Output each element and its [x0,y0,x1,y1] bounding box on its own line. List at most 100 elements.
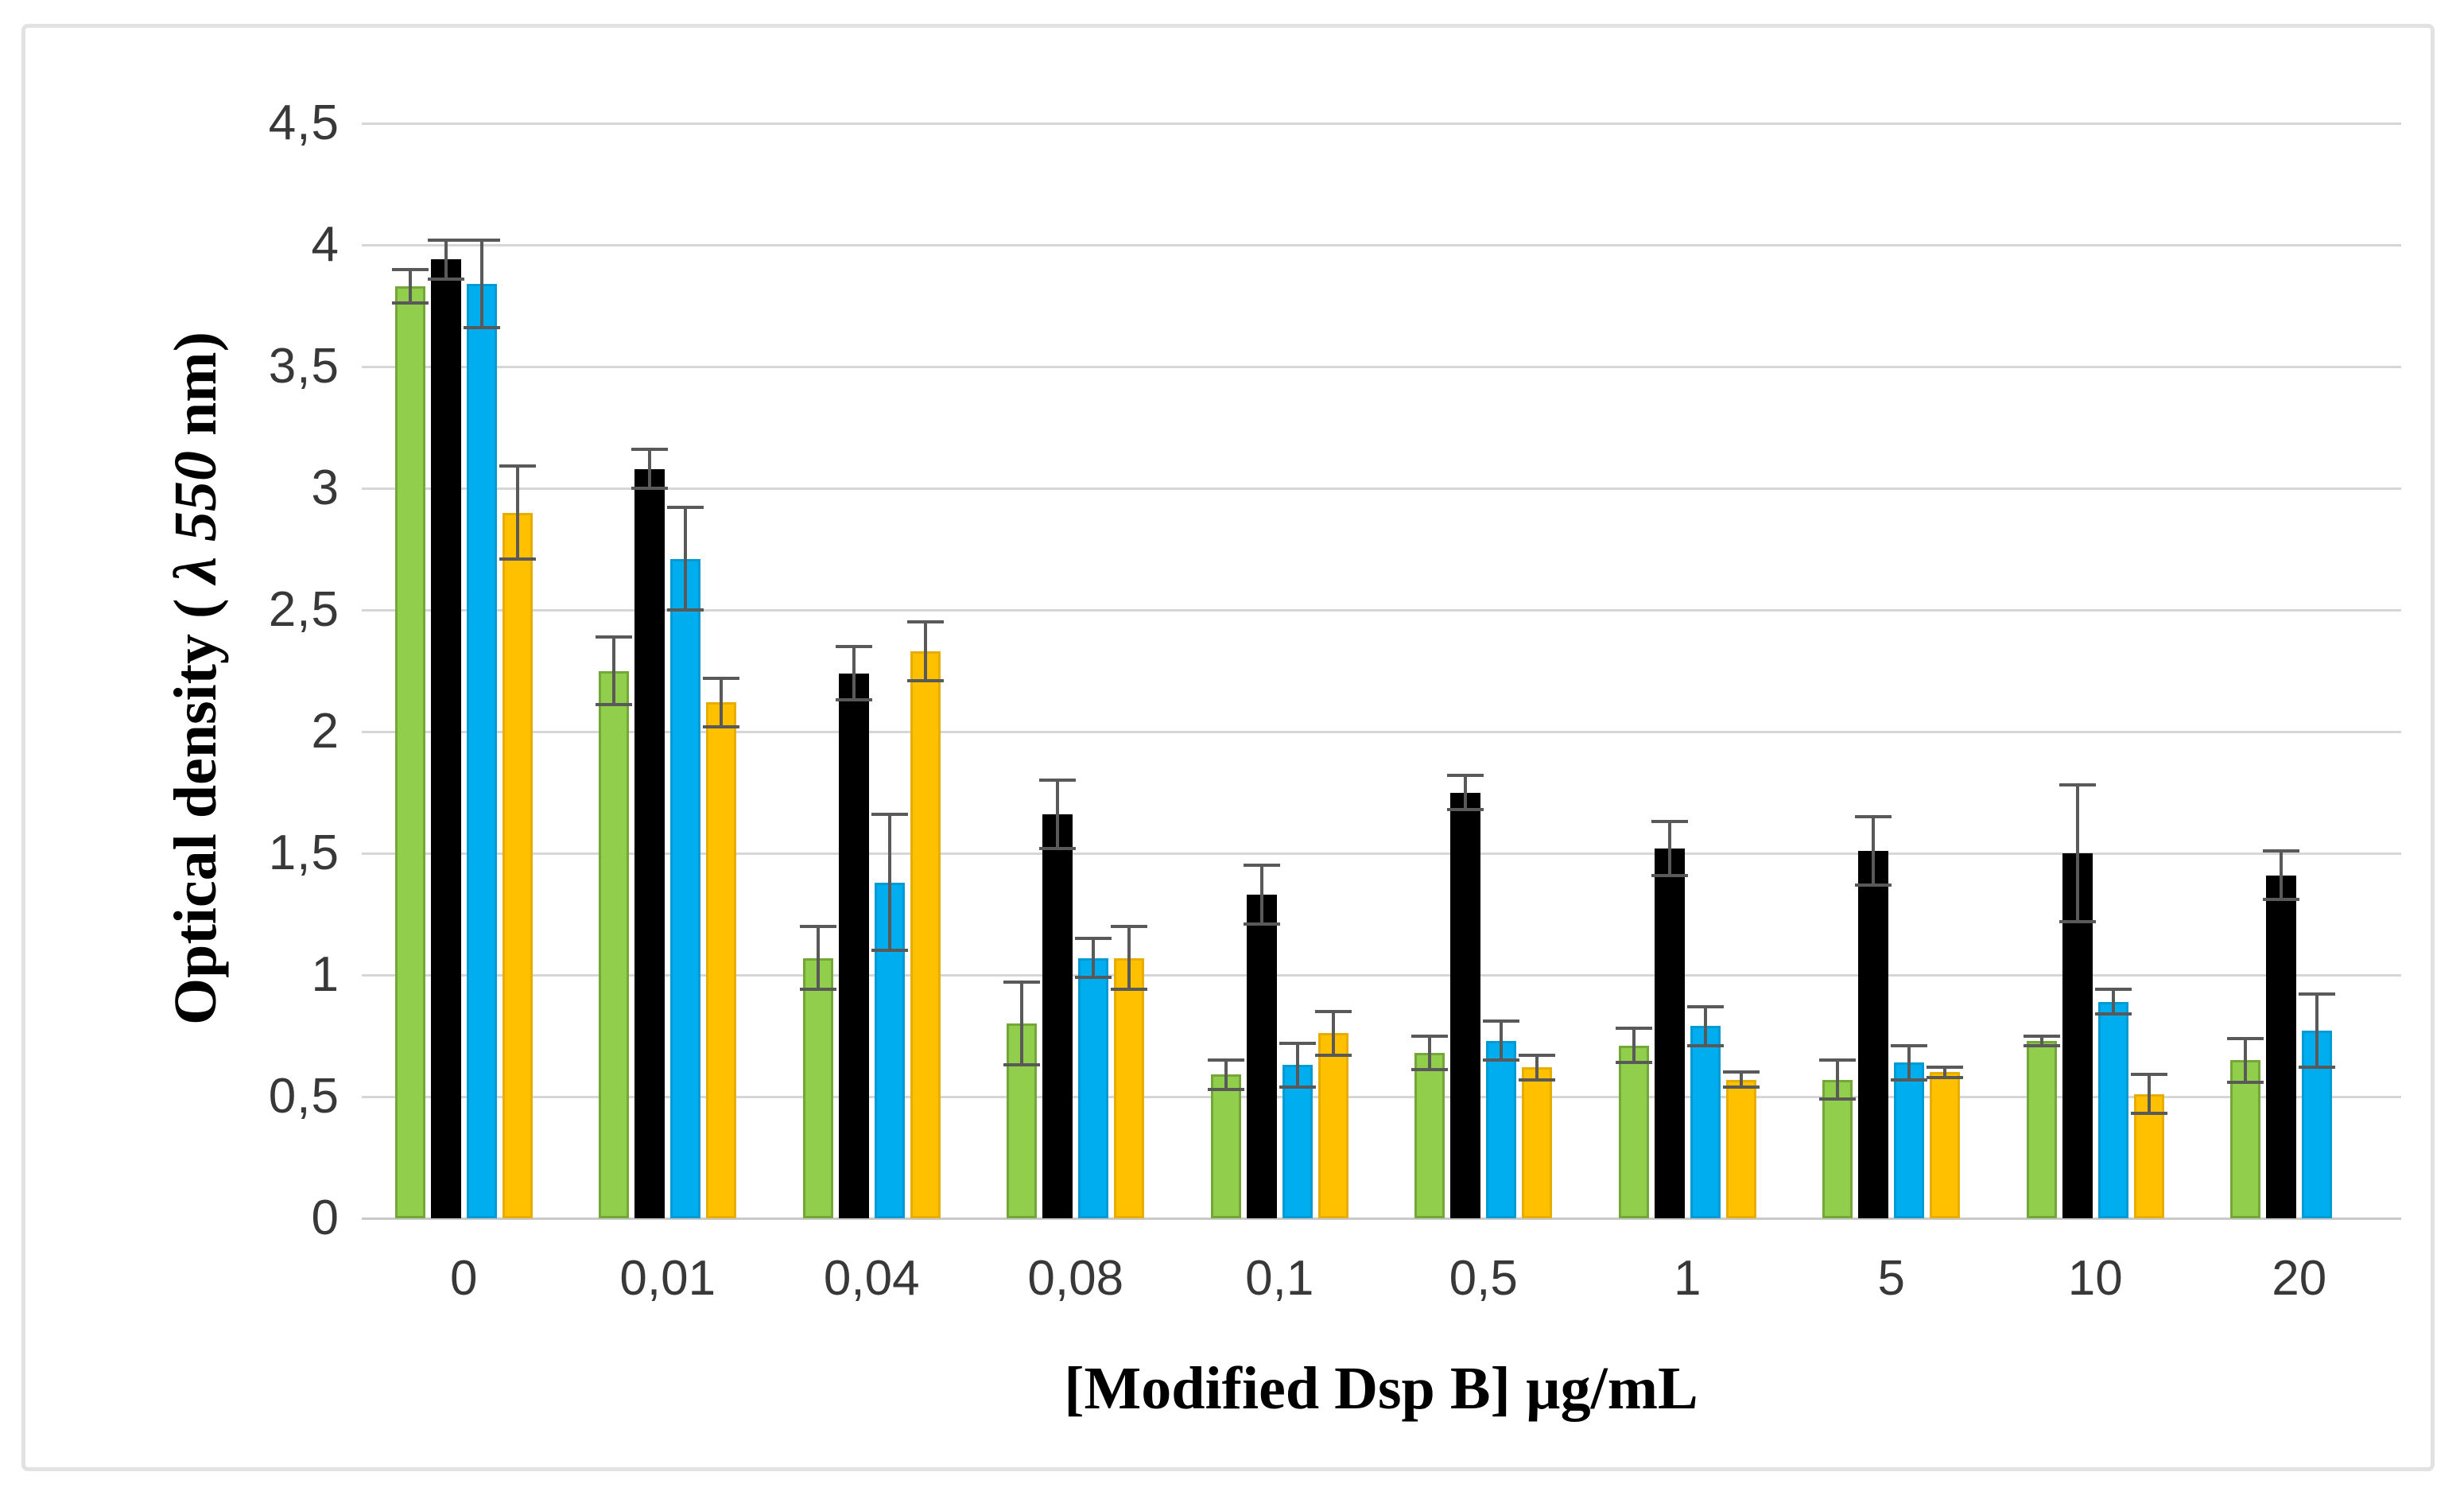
error-bar-line [1535,1055,1539,1080]
error-bar-line [1127,926,1131,990]
y-tick-label: 4,5 [268,95,340,150]
error-bar-cap-top [799,924,836,928]
error-bar-line [887,814,891,951]
error-bar-line [648,449,652,488]
bar-black-0,08 [1042,814,1073,1218]
bar-blue-0,08 [1078,957,1109,1218]
bar-green-0,04 [802,957,833,1218]
bar-yellow-0,08 [1114,957,1145,1218]
y-tick-label: 0 [311,1190,340,1245]
error-bar-line [2075,785,2079,922]
error-bar-line [1703,1006,1707,1046]
error-bar-line [1500,1021,1504,1061]
error-bar-cap-bottom [2263,898,2300,902]
error-bar-line [444,239,448,279]
error-bar-cap-bottom [667,608,704,612]
error-bar-cap-bottom [463,326,500,330]
error-bar-cap-top [1039,779,1077,783]
y-tick-label: 4 [311,217,340,272]
y-tick-label: 3 [311,460,340,515]
error-bar-cap-top [1314,1009,1352,1013]
gridline [362,243,2401,247]
error-bar-line [923,622,927,681]
error-bar-cap-bottom [2094,1012,2132,1016]
error-bar-cap-top [1855,815,1892,819]
error-bar-cap-top [2227,1036,2264,1040]
error-bar-cap-top [2094,988,2132,992]
x-tick-label: 0,04 [823,1251,920,1306]
error-bar-line [1295,1043,1299,1087]
error-bar-cap-bottom [1819,1097,1857,1101]
error-bar-cap-bottom [2023,1043,2060,1047]
error-bar-line [515,466,519,559]
bar-green-0,5 [1414,1052,1445,1218]
error-bar-cap-bottom [1651,873,1688,877]
bar-yellow-0,1 [1317,1033,1348,1218]
error-bar-cap-bottom [427,277,464,281]
error-bar-cap-top [1411,1034,1449,1038]
error-bar-cap-bottom [631,487,669,490]
bar-yellow-0 [502,512,533,1218]
x-tick-label: 0,1 [1245,1251,1314,1306]
error-bar-cap-bottom [2130,1112,2167,1116]
bar-yellow-1 [1725,1079,1756,1218]
error-bar-line [479,239,483,328]
error-bar-cap-top [1243,864,1280,868]
bar-black-1 [1654,848,1685,1218]
error-bar-cap-bottom [1686,1043,1724,1047]
x-tick-label: 20 [2272,1251,2327,1306]
error-bar-cap-top [2299,992,2336,996]
error-bar-cap-bottom [871,949,908,953]
bar-green-10 [2026,1040,2057,1218]
error-bar-cap-bottom [799,988,836,992]
gridline [362,608,2401,612]
error-bar-cap-top [835,644,872,648]
error-bar-cap-bottom [1411,1068,1449,1072]
x-tick-label: 0 [450,1251,478,1306]
bar-green-1 [1618,1045,1649,1218]
error-bar-line [1836,1060,1840,1100]
gridline [362,852,2401,855]
gridline [362,487,2401,490]
error-bar-line [1224,1060,1228,1089]
chart-card: Optical density ( λ 550 nm) [Modified Ds… [21,24,2435,1471]
error-bar-cap-bottom [1855,883,1892,887]
x-tick-label: 5 [1877,1251,1905,1306]
error-bar-cap-bottom [1722,1085,1760,1089]
x-tick-label: 10 [2067,1251,2123,1306]
error-bar-cap-top [1207,1058,1244,1062]
error-bar-cap-top [596,635,633,639]
bar-green-20 [2230,1060,2261,1218]
gridline [362,973,2401,977]
bar-green-5 [1822,1079,1853,1218]
error-bar-line [2280,850,2284,900]
error-bar-cap-bottom [906,678,944,682]
bar-blue-1 [1690,1026,1721,1218]
error-bar-cap-top [1927,1066,1964,1070]
x-tick-label: 0,01 [619,1251,716,1306]
x-axis-line [362,1218,2401,1220]
x-tick-label: 1 [1674,1251,1702,1306]
error-bar-cap-bottom [596,703,633,707]
error-bar-cap-top [667,506,704,510]
bar-black-0 [430,259,461,1218]
error-bar-cap-top [1615,1027,1652,1031]
error-bar-cap-top [391,267,429,271]
error-bar-line [1056,780,1060,849]
bar-black-20 [2266,875,2297,1218]
error-bar-cap-top [703,676,740,680]
error-bar-cap-top [1075,937,1112,941]
bar-blue-0,5 [1486,1040,1517,1218]
error-bar-cap-top [1891,1043,1928,1047]
error-bar-line [2039,1035,2043,1046]
error-bar-line [1907,1045,1911,1080]
error-bar-cap-top [1686,1004,1724,1008]
error-bar-cap-top [2023,1034,2060,1038]
bar-blue-10 [2097,1001,2128,1218]
error-bar-cap-bottom [391,301,429,305]
error-bar-line [1943,1067,1947,1078]
bar-black-0,04 [838,673,869,1218]
y-tick-label: 1,5 [268,825,340,880]
error-bar-line [1667,821,1671,876]
